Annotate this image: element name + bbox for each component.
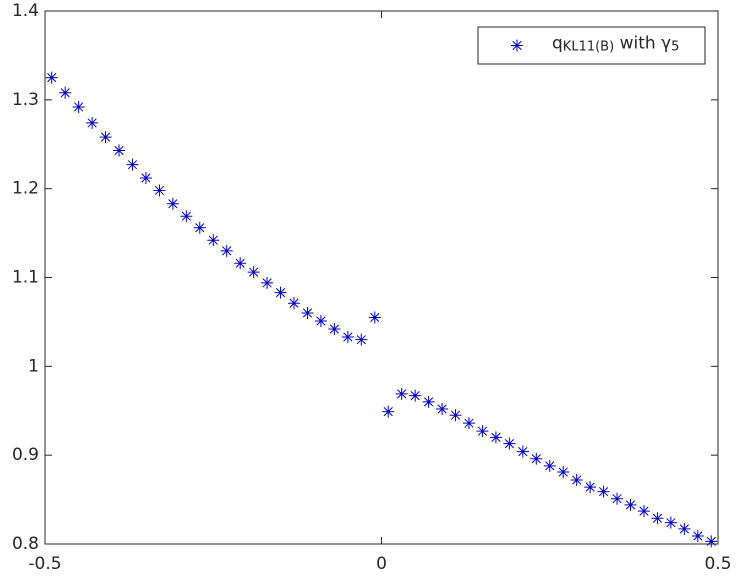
y-tick-label: 0.9	[12, 445, 39, 465]
data-point	[597, 485, 610, 498]
data-point	[193, 221, 206, 234]
x-tick-label: -0.5	[28, 554, 61, 574]
data-point	[624, 498, 637, 511]
data-point	[449, 409, 462, 422]
data-point	[59, 86, 72, 99]
y-tick-label: 0.8	[12, 534, 39, 554]
data-point	[328, 323, 341, 336]
data-point	[462, 417, 475, 430]
data-point	[422, 395, 435, 408]
data-point	[691, 530, 704, 543]
data-point	[207, 234, 220, 247]
data-point	[341, 331, 354, 344]
data-point	[139, 172, 152, 185]
data-point	[543, 459, 556, 472]
data-point	[99, 131, 112, 144]
data-point	[395, 387, 408, 400]
data-point	[530, 452, 543, 465]
data-point	[611, 492, 624, 505]
data-point	[637, 505, 650, 518]
data-point	[274, 286, 287, 299]
data-point	[45, 71, 58, 84]
data-point	[247, 266, 260, 279]
data-point	[436, 402, 449, 415]
data-point	[355, 333, 368, 346]
y-tick-label: 1.4	[12, 1, 39, 21]
data-point	[126, 158, 139, 171]
data-point	[516, 445, 529, 458]
data-point	[166, 197, 179, 210]
data-point	[570, 474, 583, 487]
legend-label: qKL11(B) with γ5	[552, 34, 679, 55]
data-point	[234, 257, 247, 270]
x-tick-label: 0.5	[704, 554, 731, 574]
data-point	[664, 516, 677, 529]
data-point	[489, 431, 502, 444]
data-point	[705, 535, 718, 548]
data-point	[584, 481, 597, 494]
legend-label-part: KL11(B)	[563, 40, 614, 55]
legend-marker	[511, 39, 523, 52]
data-point	[288, 297, 301, 310]
data-point	[86, 116, 99, 129]
data-point	[314, 315, 327, 328]
data-point	[180, 210, 193, 223]
legend-label-part: q	[552, 34, 563, 54]
y-tick-label: 1.2	[12, 179, 39, 199]
y-tick-label: 1.1	[12, 268, 39, 288]
data-point	[557, 466, 570, 479]
data-point	[153, 184, 166, 197]
x-tick-label: 0	[376, 554, 387, 574]
y-tick-label: 1.3	[12, 90, 39, 110]
data-point	[72, 100, 85, 113]
data-point	[382, 405, 395, 418]
data-point	[113, 144, 126, 157]
data-point	[301, 307, 314, 320]
data-point	[678, 522, 691, 535]
y-tick-label: 1	[28, 356, 39, 376]
legend-label-part: with γ	[614, 34, 671, 54]
data-point	[409, 389, 422, 402]
data-point	[476, 425, 489, 438]
data-point	[261, 276, 274, 289]
data-point	[368, 311, 381, 324]
data-point	[503, 437, 516, 450]
legend-label-part: 5	[671, 40, 679, 55]
data-point	[651, 512, 664, 525]
data-point	[220, 244, 233, 257]
